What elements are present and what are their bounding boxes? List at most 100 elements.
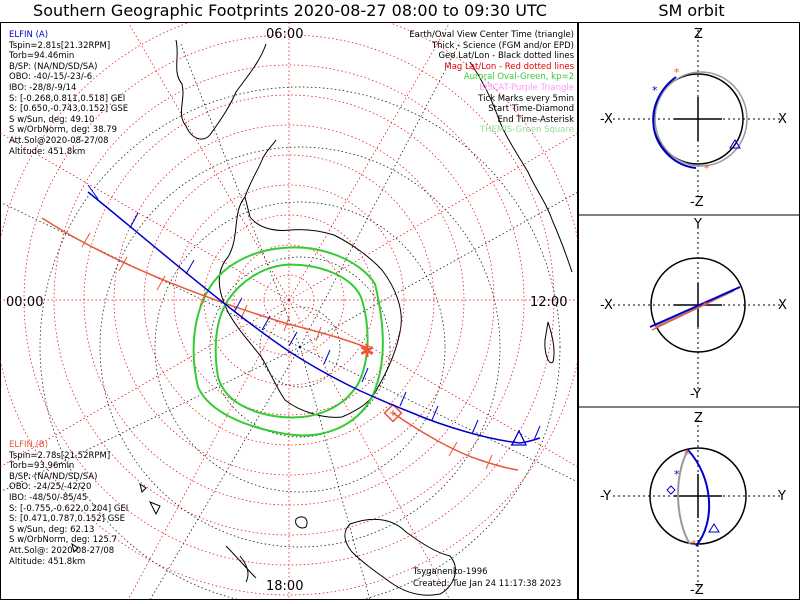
orbit-2-right: X [778,298,787,313]
geo-meridian [149,346,301,601]
geo-meridian [299,191,579,348]
elfin-b-end-asterisk: ✱ [359,341,374,362]
orbit-3-bottom: -Z [690,583,704,598]
info-line: Altitude: 451.8km [9,146,86,157]
mag-meridian [288,299,451,601]
info-line: IBO: -48/50/-85/45 [9,492,88,503]
info-line: S w/Sun, deg: 62.13 [9,524,95,535]
orbit-2-bottom: -Y [690,387,701,402]
svg-text:*: * [684,448,690,461]
geo-lat-circle [154,201,446,493]
info-line: IBO: -28/8/-9/14 [9,82,77,93]
sm-orbit-canvas: * * * Z -Z -X X * Y -Y -X X * * * [578,22,800,600]
legend-item: Mag Lat/Lon - Red dotted lines [444,61,574,72]
plot-title: Southern Geographic Footprints 2020-08-2… [33,1,547,20]
legend-item: Thick - Science (FGM and/or EPD) [431,40,574,51]
info-line: B/SP: (NA/ND/SD/SA) [9,471,98,482]
coast-africa [469,61,573,273]
coast-tasmania [295,516,308,529]
auroral-oval-outer [192,246,384,437]
info-line: Att.Sol@2020-08-27/08 [9,135,109,146]
elfin-a-track [87,191,541,444]
legend-item: Earth/Oval View Center Time (triangle) [409,30,574,40]
svg-text:*: * [652,84,658,97]
legend-item: EISCAT-Purple Triangle [479,82,574,93]
elfin-a-ticks [87,184,541,441]
time-label-0600: 06:00 [266,27,303,42]
legend-item: Auroral Oval-Green, kp=2 [463,72,574,83]
info-line: Altitude: 451.8km [9,556,86,567]
geo-lat-circle [39,86,561,604]
orbit-3-right: Y [777,489,786,504]
mag-lat-circle [173,184,405,416]
time-label-1200: 12:00 [530,295,567,310]
elfin-b-footprint: ✱ [41,217,519,471]
auroral-oval-inner [214,263,369,419]
orbit-view-xz: * * * Z -Z -X X [600,27,787,210]
legend-item: End Time-Asterisk [497,114,574,125]
sm-orbit-panel: * * * Z -Z -X X * Y -Y -X X * * * [578,22,800,600]
geo-lat-circle [99,146,501,548]
coast-south-america [175,39,267,140]
info-line: Tspin=2.81s[21.32RPM] [9,40,111,51]
svg-text:*: * [702,299,708,312]
legend: Earth/Oval View Center Time (triangle) Th… [409,30,574,136]
map-canvas: ✱ 06:00 00:00 12:00 18:00 [0,4,585,604]
time-label-1800: 18:00 [266,579,303,594]
mag-meridian [127,21,290,301]
orbit-3-top: Z [694,411,703,426]
info-line: Torb=93.96min [9,461,75,472]
geo-lat-circle [209,256,391,438]
legend-item: Tick Marks every 5min [478,93,574,104]
orbit-1-left: -X [600,112,613,127]
mag-lat-circle [53,64,525,536]
svg-text:*: * [691,538,697,551]
geo-meridian [299,41,461,348]
elfin-b-track-end [392,412,519,471]
geo-meridian [179,41,301,348]
coast-new-zealand [225,545,257,583]
info-line: OBO: -24/25/-42/20 [9,482,92,493]
elfin-a-view-center-triangle [510,429,528,446]
mag-meridian [288,21,451,301]
orbit-1-top: Z [694,27,703,42]
coast-madagascar [544,321,555,364]
orbit-2-top: Y [693,217,702,232]
elfin-a-info: ELFIN (A) Tspin=2.81s[21.32RPM] Torb=94.46… [9,30,128,157]
info-line: Torb=94.46min [9,51,75,62]
info-line: S: [-0.755,-0.622,0.204] GEI [9,503,129,514]
mag-meridian [127,299,290,601]
elfin-b-start-diamond [383,403,403,423]
info-line: S: [-0.268,0.811,0.518] GEI [9,93,126,104]
auroral-oval [192,246,384,437]
orbit-2-left: -X [600,298,613,313]
created-note: Created: Tue Jan 24 11:17:38 2023 [413,579,562,589]
orbit-3-left: -Y [600,489,611,504]
svg-text:*: * [704,162,710,175]
elfin-b-track [41,217,369,349]
info-line: S w/OrbNorm, deg: 38.79 [9,125,118,136]
info-line: S: [0.471,0.787,0.152] GSE [9,514,126,525]
coast-islands [71,482,161,553]
info-line: S: [0.650,-0.743,0.152] GSE [9,104,129,115]
legend-item: Start Time-Diamond [488,104,574,115]
info-line: B/SP: (NA/ND/SD/SA) [9,61,98,72]
southern-footprint-map: ✱ 06:00 00:00 12:00 18:00 [0,4,585,604]
mag-lat-circle [233,244,345,356]
orbit-view-xy: * Y -Y -X X [600,217,787,402]
coast-antarctic-peninsula [244,139,277,198]
orbit-view-yz: * * * Z -Z -Y Y [600,411,786,598]
orbit-1-right: X [778,112,787,127]
coast-australia [344,518,456,596]
sm-orbit-title: SM orbit [658,1,725,20]
elfin-b-info: ELFIN (B) Tspin=2.78s[21.52RPM] Torb=93.96… [9,440,128,567]
legend-item: Geo Lat/Lon - Black dotted lines [438,51,574,62]
mag-latlon-grid [0,4,585,601]
svg-text:*: * [674,66,680,79]
info-header: ELFIN (B) [9,440,49,450]
info-line: S w/OrbNorm, deg: 125.7 [9,535,118,546]
svg-text:*: * [674,468,680,481]
mag-lat-circle [113,124,465,476]
time-label-0000: 00:00 [6,295,43,310]
info-header: ELFIN (A) [9,30,49,40]
